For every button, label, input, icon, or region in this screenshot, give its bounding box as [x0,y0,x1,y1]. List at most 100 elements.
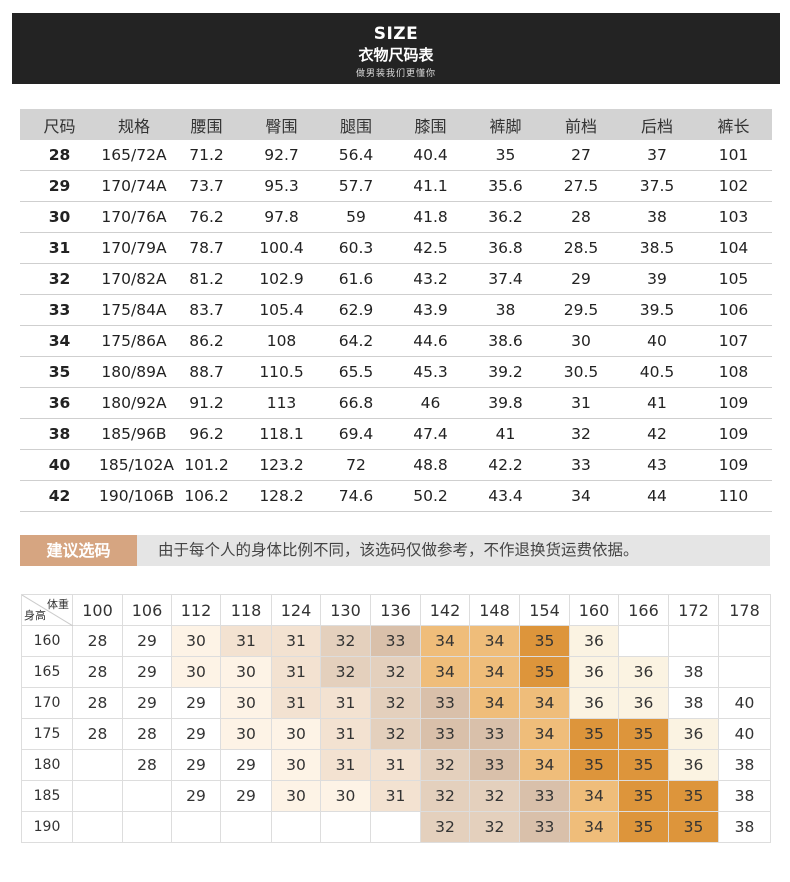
weight-header: 124 [271,594,321,626]
recommended-size-cell: 35 [618,780,669,812]
table-row: 165 28 29 30 30 31 32 32 34 34 35 36 36 38 [21,656,771,688]
measure-cell: 48.8 [393,449,468,481]
column-header: 臀围 [244,109,319,140]
measure-cell: 109 [695,449,772,481]
recommended-size-cell: 35 [569,749,619,781]
recommended-size-cell: 31 [271,656,321,688]
header-banner: SIZE 衣物尺码表 做男装我们更懂你 [12,13,780,84]
weight-header: 106 [122,594,172,626]
recommended-size-cell: 36 [569,687,619,719]
size-cell: 31 [20,232,99,264]
table-row: 35 180/89A 88.7 110.5 65.5 45.3 39.2 30.5 40.5 10… [20,356,772,388]
column-header: 裤长 [695,109,772,140]
table-row: 175 28 28 29 30 30 31 32 33 33 34 35 35 36 40 [21,718,771,750]
recommended-size-cell: 28 [72,718,123,750]
recommended-size-cell: 33 [519,780,570,812]
recommended-size-cell: 31 [370,749,421,781]
recommended-size-cell [668,625,719,657]
table-row: 180 28 29 29 30 31 31 32 33 34 35 35 36 38 [21,749,771,781]
recommended-size-cell: 36 [569,625,619,657]
measure-cell: 61.6 [319,263,393,295]
table-row: 30 170/76A 76.2 97.8 59 41.8 36.2 28 38 103 [20,201,772,233]
recommended-size-cell [72,780,123,812]
measure-cell: 41.8 [393,201,468,233]
measure-cell: 42.2 [468,449,543,481]
weight-header: 166 [618,594,669,626]
measure-cell: 108 [695,356,772,388]
recommended-size-cell: 35 [668,811,719,843]
measure-cell: 30 [543,325,619,357]
size-cell: 36 [20,387,99,419]
recommended-size-cell: 38 [668,656,719,688]
height-header: 180 [21,749,73,781]
recommended-size-cell [718,656,771,688]
recommended-size-cell [271,811,321,843]
measure-cell: 37.5 [619,170,695,202]
measure-cell: 107 [695,325,772,357]
recommended-size-cell: 30 [220,718,272,750]
column-header: 膝围 [393,109,468,140]
table-row: 40 185/102A 101.2 123.2 72 48.8 42.2 33 43 109 [20,449,772,481]
measure-cell: 104 [695,232,772,264]
recommended-size-cell: 34 [469,656,520,688]
column-header: 规格 [99,109,169,140]
recommended-size-cell [718,625,771,657]
measure-cell: 40.4 [393,140,468,171]
column-header: 尺码 [20,109,99,140]
height-header: 170 [21,687,73,719]
measure-cell: 95.3 [244,170,319,202]
corner-diagonal [22,595,73,626]
corner-height-label: 身高 [24,609,46,622]
recommended-size-cell: 28 [72,687,123,719]
measure-cell: 45.3 [393,356,468,388]
measure-cell: 69.4 [319,418,393,450]
table-row: 31 170/79A 78.7 100.4 60.3 42.5 36.8 28.5 38.5 10… [20,232,772,264]
recommended-size-cell: 30 [271,780,321,812]
measure-cell: 33 [543,449,619,481]
recommended-size-cell: 34 [519,687,570,719]
recommended-size-cell: 40 [718,718,771,750]
recommended-size-cell [370,811,421,843]
recommended-size-cell: 32 [420,780,470,812]
recommended-size-cell: 34 [519,718,570,750]
measure-cell: 36.2 [468,201,543,233]
column-header: 后档 [619,109,695,140]
recommended-size-cell: 38 [668,687,719,719]
recommended-size-cell: 34 [420,656,470,688]
measure-cell: 41 [619,387,695,419]
measure-cell: 170/76A [99,201,169,233]
recommended-size-cell: 29 [220,749,272,781]
recommended-size-cell: 31 [370,780,421,812]
table-row: 33 175/84A 83.7 105.4 62.9 43.9 38 29.5 39.5 106 [20,294,772,326]
recommended-size-cell [618,625,669,657]
measure-cell: 105.4 [244,294,319,326]
measure-cell: 35.6 [468,170,543,202]
measure-cell: 88.7 [169,356,244,388]
recommended-size-cell: 31 [320,749,371,781]
height-header: 165 [21,656,73,688]
recommended-size-cell: 35 [519,625,570,657]
measure-cell: 39.5 [619,294,695,326]
measure-cell: 170/74A [99,170,169,202]
measure-cell: 118.1 [244,418,319,450]
advice-note: 由于每个人的身体比例不同，该选码仅做参考，不作退换货运费依据。 [158,541,639,559]
measure-cell: 175/86A [99,325,169,357]
measure-cell: 28.5 [543,232,619,264]
measure-cell: 106 [695,294,772,326]
measure-cell: 38.5 [619,232,695,264]
measure-cell: 101.2 [169,449,244,481]
recommended-size-cell: 28 [72,656,123,688]
recommended-size-cell: 38 [718,811,771,843]
measure-cell: 57.7 [319,170,393,202]
recommended-size-cell: 32 [469,780,520,812]
column-header: 裤脚 [468,109,543,140]
measure-cell: 76.2 [169,201,244,233]
advice-bar: 建议选码 由于每个人的身体比例不同，该选码仅做参考，不作退换货运费依据。 [20,535,770,566]
measure-cell: 113 [244,387,319,419]
measure-cell: 29.5 [543,294,619,326]
measure-cell: 96.2 [169,418,244,450]
measure-cell: 108 [244,325,319,357]
recommended-size-cell: 35 [569,718,619,750]
table-row: 32 170/82A 81.2 102.9 61.6 43.2 37.4 29 39 105 [20,263,772,295]
header-title-en: SIZE [373,24,419,44]
